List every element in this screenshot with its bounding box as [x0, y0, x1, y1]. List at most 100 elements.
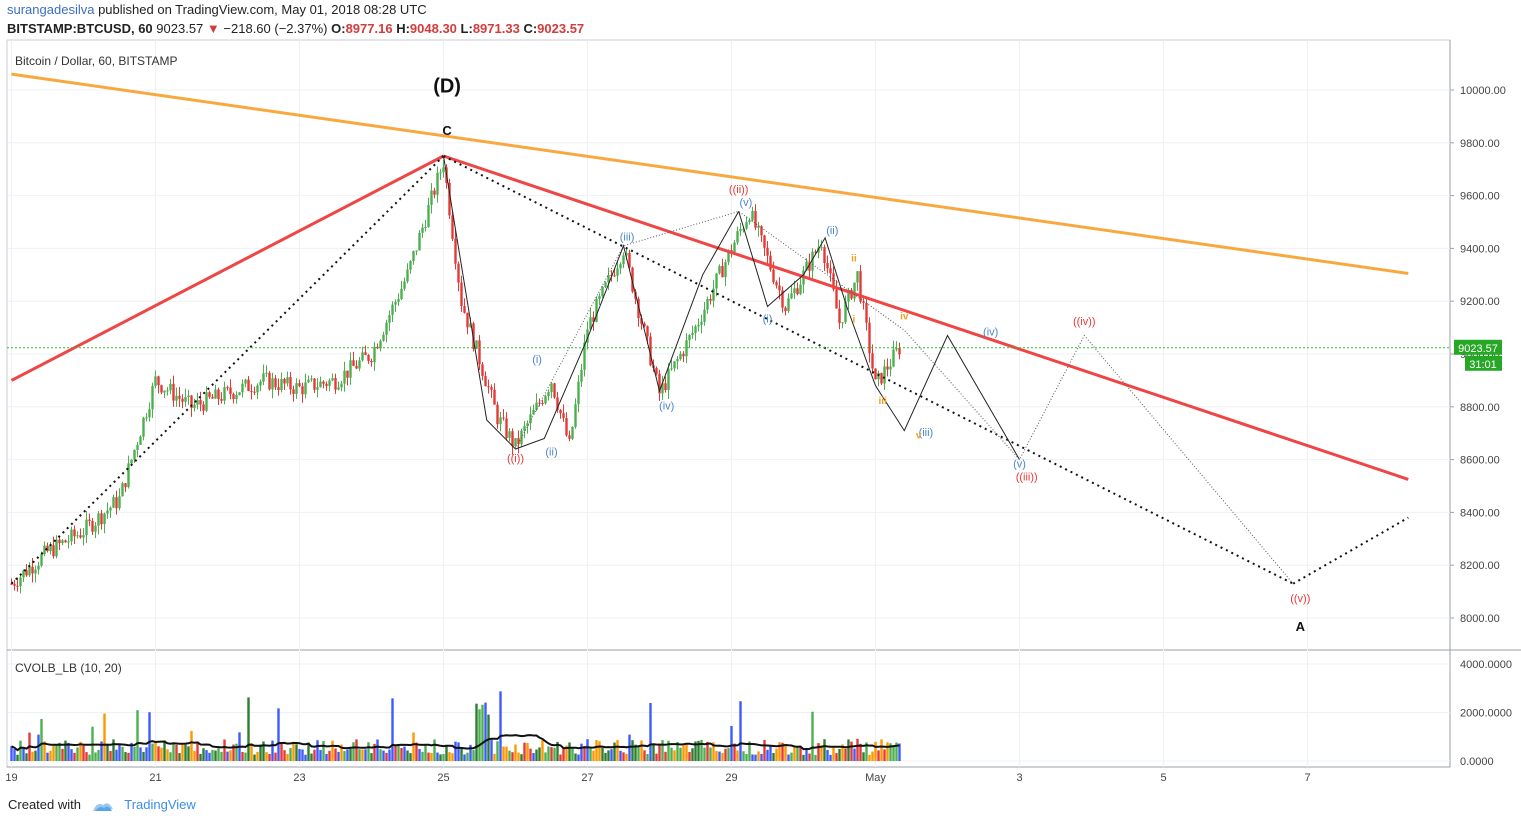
candle-body: [253, 391, 256, 393]
volume-bar: [283, 750, 286, 761]
volume-bar: [613, 742, 616, 761]
x-tick-label: 21: [149, 772, 161, 784]
candle-body: [427, 204, 430, 227]
volume-bar: [76, 747, 79, 761]
candle-body: [535, 402, 538, 410]
volume-bar: [742, 751, 745, 761]
volume-bar: [280, 743, 283, 761]
candle-body: [547, 392, 550, 397]
volume-bar: [865, 742, 868, 761]
candle-body: [292, 389, 295, 394]
volume-bar: [256, 751, 259, 761]
volume-bar: [790, 752, 793, 761]
volume-bar: [892, 745, 895, 761]
candle-body: [874, 368, 877, 380]
volume-bar: [688, 751, 691, 761]
volume-bar: [139, 747, 142, 761]
candle-body: [97, 513, 100, 526]
candle-body: [109, 507, 112, 511]
volume-bar: [361, 749, 364, 761]
candle-body: [241, 383, 244, 393]
volume-bar: [673, 750, 676, 761]
candle-body: [823, 247, 826, 264]
candle-body: [517, 438, 520, 445]
volume-bar: [58, 742, 61, 761]
volume-bar: [610, 749, 613, 761]
volume-bar: [370, 753, 373, 761]
volume-bar: [148, 712, 151, 761]
candle-body: [16, 585, 19, 587]
volume-bar: [556, 741, 559, 761]
candle-body: [895, 348, 898, 350]
volume-bar: [73, 752, 76, 761]
candle-body: [886, 366, 889, 370]
candle-body: [271, 378, 274, 390]
candle-body: [361, 352, 364, 361]
candle-body: [187, 395, 190, 398]
author-link[interactable]: surangadesilva: [7, 2, 95, 17]
tradingview-link[interactable]: TradingView: [124, 797, 196, 812]
candle-body: [826, 263, 829, 269]
volume-bar: [289, 748, 292, 761]
candle-body: [475, 340, 478, 349]
volume-bar: [661, 740, 664, 761]
wave-label-blue: (i): [763, 313, 773, 325]
volume-bar: [559, 754, 562, 761]
volume-bar: [550, 747, 553, 761]
candle-body: [478, 340, 481, 365]
candle-body: [829, 268, 832, 274]
volume-bar: [694, 741, 697, 761]
wave-label-red: ((v)): [1290, 593, 1310, 605]
wave-label-blue: (ii): [826, 225, 838, 237]
volume-bar: [727, 748, 730, 761]
volume-bar: [121, 746, 124, 761]
volume-bar: [538, 747, 541, 761]
candle-body: [19, 577, 22, 587]
volume-bar: [178, 753, 181, 761]
candle-body: [625, 253, 628, 256]
candle-body: [469, 323, 472, 328]
open-label: O:: [331, 21, 346, 36]
candle-body: [112, 497, 115, 508]
volume-bar: [667, 740, 670, 761]
volume-bar: [796, 747, 799, 761]
volume-bar: [733, 743, 736, 761]
volume-bar: [880, 739, 883, 761]
volume-bar: [160, 747, 163, 761]
candle-body: [778, 285, 781, 291]
volume-bar: [103, 713, 106, 761]
volume-bar: [592, 750, 595, 761]
volume-bar: [487, 714, 490, 761]
candle-body: [10, 583, 13, 585]
candle-body: [307, 379, 310, 383]
candle-body: [853, 282, 856, 299]
candle-body: [166, 390, 169, 392]
candle-body: [259, 381, 262, 386]
candle-body: [637, 298, 640, 319]
candle-body: [394, 301, 397, 305]
candle-body: [205, 392, 208, 411]
volume-bar: [472, 750, 475, 761]
candle-body: [604, 282, 607, 287]
candle-body: [667, 369, 670, 391]
volume-bar: [211, 749, 214, 761]
candle-body: [616, 268, 619, 276]
volume-bar: [520, 754, 523, 761]
volume-bar: [874, 741, 877, 761]
ohlc-header: BITSTAMP:BTCUSD, 60 9023.57 ▼ −218.60 (−…: [7, 21, 584, 36]
symbol-label[interactable]: BITSTAMP:BTCUSD, 60: [7, 21, 153, 36]
volume-bar: [373, 743, 376, 761]
candle-body: [835, 289, 838, 309]
candle-body: [280, 378, 283, 390]
volume-bar: [544, 752, 547, 761]
candle-body: [787, 298, 790, 312]
candle-body: [691, 333, 694, 336]
candle-body: [43, 545, 46, 555]
candle-body: [265, 372, 268, 374]
volume-bar: [133, 746, 136, 761]
candle-body: [358, 360, 361, 369]
candle-body: [142, 417, 145, 437]
candle-body: [148, 409, 151, 418]
candle-body: [364, 352, 367, 356]
